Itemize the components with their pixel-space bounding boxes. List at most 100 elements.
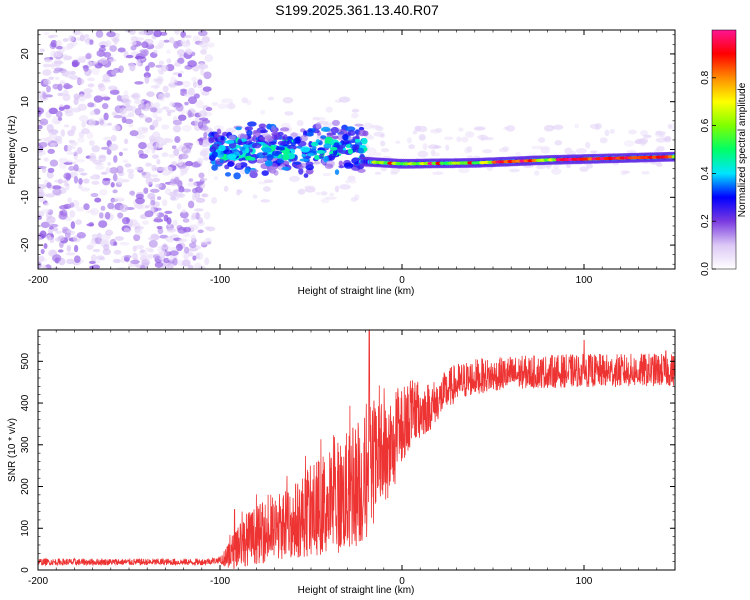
spectrogram-cell [100,205,106,211]
spectrogram-cell [260,109,266,115]
spectrogram-cell [380,134,385,138]
y-tick-label: 0 [20,567,31,573]
spectrogram-cell [60,129,66,137]
spectrogram-cell [58,106,65,111]
spectrogram-cell [465,131,475,138]
spectrogram-cell [656,146,665,152]
spectrogram-cell [46,171,54,179]
spectrogram-cell [92,248,101,253]
spectrogram-cell [47,148,55,154]
spectrogram-cell [342,133,349,141]
spectrogram-cell [140,50,148,58]
spectrogram-cell [101,96,111,101]
spectrogram-cell [543,124,555,132]
spectrogram-cell [198,41,208,48]
snr-y-ticks: 0 100 200 300 400 500 [20,335,675,573]
spectrogram-cell [374,171,382,175]
spectrogram-cell [204,54,214,63]
spectrogram-cell [39,137,50,142]
spectrogram-cell [260,158,266,162]
spectrogram-cell [325,106,333,113]
spectrogram-cell [137,126,148,134]
spectrogram-cell [103,243,110,251]
spectrogram-cell [68,165,75,172]
spectrogram-cell [202,38,210,43]
spectrogram-cell [87,68,92,74]
spectrogram-cell [77,57,86,63]
spectrogram-cell [267,96,275,101]
spectrogram-cell [144,117,153,123]
spectrogram-cell [271,133,281,140]
spectrogram-cell [311,145,317,150]
spectrogram-cell [145,205,150,209]
spectrogram-cell [46,182,52,189]
spectrogram-cell [81,120,87,128]
spectrogram-cell [337,133,345,141]
spectrogram-cell [160,65,169,72]
spectrogram-cell [163,166,173,172]
spectrogram-cell [78,115,89,122]
spectrogram-cell [198,137,204,146]
spectrogram-cell [59,80,66,85]
spectrogram-cell [133,99,144,105]
spectrogram-cell [268,141,277,145]
spectrogram-cell [169,37,175,44]
spectrogram-cell [178,185,185,193]
spectrogram-cell [96,49,106,57]
spectrogram-cell [509,168,520,173]
spectrogram-cell [190,234,196,242]
spectrogram-cell [40,248,45,255]
spectrogram-cell [52,227,59,232]
spectrogram-cell [332,135,339,140]
spectrogram-cell [100,146,110,150]
spectrogram-cell [64,110,74,117]
spectrogram-cell [49,226,54,230]
spectrogram-cell [65,173,71,181]
spectrogram-y-ticks: -20 -10 0 10 20 [20,34,675,265]
spectrogram-cell [63,104,71,110]
spectrogram-cell [119,204,129,213]
spectrogram-cell [49,142,58,147]
spectrogram-cell [245,147,250,154]
spectrogram-cell [281,166,290,171]
spectrogram-cell [197,30,208,37]
spectrogram-cell [185,160,193,167]
spectrogram-cell [116,197,125,202]
spectrogram-cell [134,55,145,60]
spectrogram-cell [151,131,161,140]
spectrogram-cell [138,153,149,159]
spectrogram-cell [144,148,151,154]
spectrogram-cell [193,93,200,99]
spectrogram-cell [130,94,139,98]
spectrogram-cell [112,124,121,132]
spectrogram-cell [237,138,243,146]
spectrogram-cell [251,142,262,149]
spectrogram-cell [130,36,139,42]
spectrogram-cell [88,118,96,127]
spectrogram-cell [48,107,58,115]
spectrogram-cell [667,123,673,129]
spectrogram-cell [109,89,120,95]
spectrogram-cell [372,152,382,157]
spectrogram-cell [42,63,51,68]
spectrogram-cell [204,257,210,266]
snr-plot-area [38,330,675,569]
spectrogram-cell [156,158,161,165]
spectrogram-cell [38,107,45,115]
x-tick-label: 0 [399,576,405,587]
spectrogram-cell [38,261,42,269]
spectrogram-cell [177,158,184,167]
spectrogram-cell [289,175,300,182]
spectrogram-cell [87,83,95,88]
spectrogram-cell [443,136,454,141]
spectrogram-cell [136,37,145,41]
spectrogram-cell [162,137,170,143]
spectrogram-cell [320,126,331,132]
spectrogram-cell [656,162,663,167]
spectrogram-cell [43,243,48,249]
spectrogram-cell [194,117,200,125]
spectrogram-cell [165,235,175,243]
spectrogram-cell [85,53,92,60]
spectrogram-cell [57,249,64,253]
spectrogram-cell [156,196,162,200]
